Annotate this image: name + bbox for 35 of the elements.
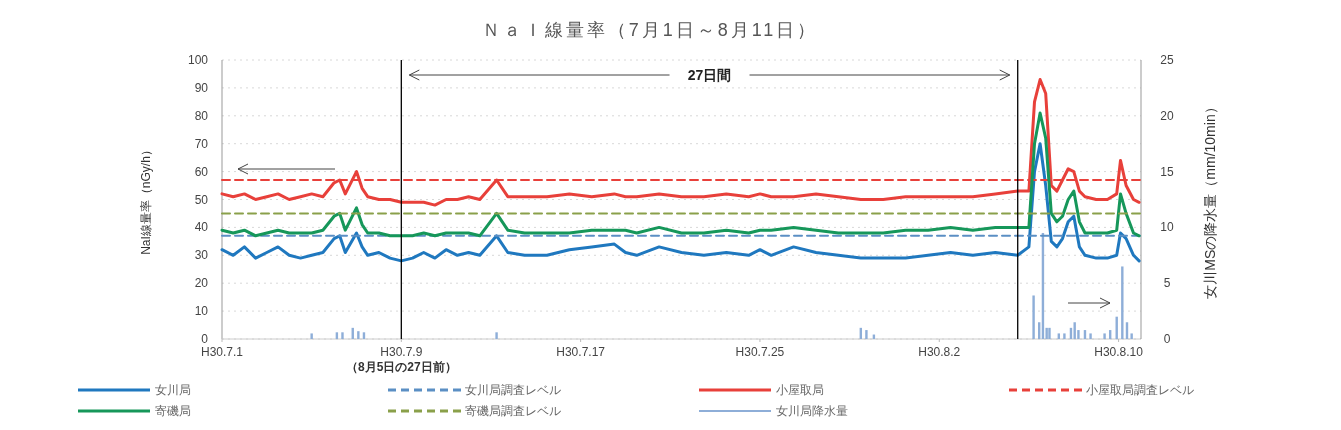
y-tick-label: 20	[194, 276, 209, 291]
y-tick-label: 30	[194, 248, 209, 263]
y2-tick-label: 15	[1160, 164, 1174, 179]
y2-tick-label: 25	[1160, 53, 1174, 67]
x-tick-label: H30.8.10	[1094, 345, 1144, 359]
legend-label: 女川局	[155, 383, 191, 397]
legend-label: 寄磯局	[155, 404, 191, 418]
y-tick-label: 90	[194, 80, 209, 95]
chart-title: ＮａＩ線量率（7月1日～8月11日）	[481, 20, 819, 40]
y-tick-label: 40	[194, 220, 209, 235]
y2-tick-label: 20	[1160, 108, 1174, 123]
legend-label: 女川局調査レベル	[465, 383, 561, 397]
x-tick-label: H30.7.1	[200, 345, 244, 359]
y2-axis-title: 女川MSの降水量（mm/10min）	[1202, 100, 1218, 299]
x-tick-label: H30.7.25	[735, 345, 785, 359]
x-tick-label: H30.7.17	[556, 345, 606, 359]
y-tick-label: 100	[187, 53, 209, 67]
annotation: 27日間	[687, 67, 732, 83]
legend-label: 小屋取局調査レベル	[1086, 383, 1194, 397]
legend-label: 寄磯局調査レベル	[465, 404, 561, 418]
x-tick-label: H30.8.2	[918, 345, 961, 359]
y-tick-label: 70	[194, 136, 209, 151]
y2-tick-label: 0	[1163, 332, 1171, 346]
y-tick-label: 50	[194, 192, 209, 207]
y-tick-label: 10	[194, 304, 209, 319]
y2-tick-label: 5	[1163, 276, 1171, 291]
y-tick-label: 60	[194, 164, 209, 179]
y-tick-label: 0	[201, 332, 209, 346]
ref-line-label: （8月5日の27日前）	[345, 360, 457, 374]
legend-label: 小屋取局	[776, 383, 824, 397]
y2-tick-label: 10	[1160, 220, 1174, 235]
y-tick-label: 80	[194, 108, 209, 123]
x-tick-label: H30.7.9	[380, 345, 423, 359]
legend-label: 女川局降水量	[776, 404, 848, 418]
y-axis-title: NaI線量率（nGy/h）	[139, 144, 153, 255]
